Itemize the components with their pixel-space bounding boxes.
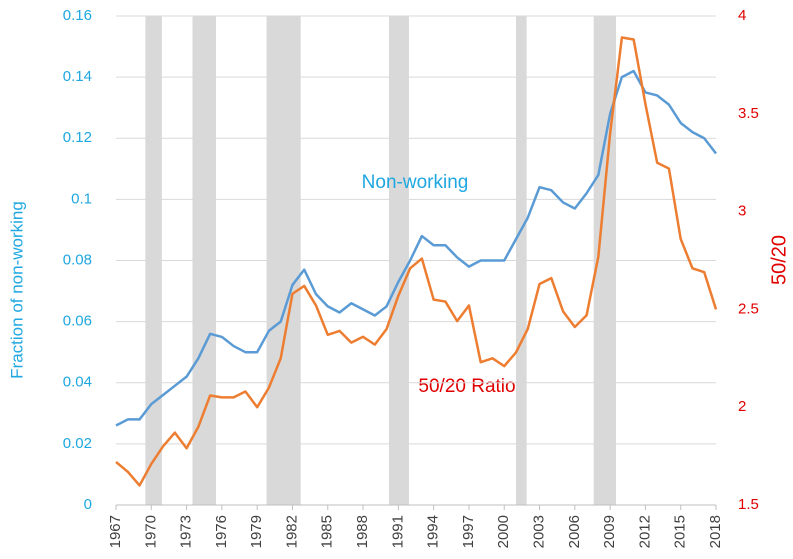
x-tick-label: 1982	[283, 515, 300, 548]
y-tick-label: 0.12	[63, 129, 92, 146]
x-tick-label: 2009	[601, 515, 618, 548]
y-tick-label: 0.1	[71, 190, 92, 207]
x-tick-label: 1997	[460, 515, 477, 548]
y2-tick-label: 3	[738, 203, 746, 220]
x-tick-label: 1976	[213, 515, 230, 548]
x-tick-label: 1994	[425, 515, 442, 548]
y-tick-label: 0.14	[63, 68, 92, 85]
y2-tick-label: 3.5	[738, 105, 759, 122]
x-tick-label: 2006	[566, 515, 583, 548]
y2-axis-label: 50/20	[768, 235, 790, 285]
x-tick-label: 1979	[248, 515, 265, 548]
x-tick-label: 1991	[389, 515, 406, 548]
y2-tick-label: 4	[738, 7, 746, 24]
y-tick-label: 0.04	[63, 374, 92, 391]
x-tick-label: 2003	[530, 515, 547, 548]
y-tick-label: 0	[84, 496, 92, 513]
y2-tick-label: 2.5	[738, 300, 759, 317]
y2-tick-label: 1.5	[738, 496, 759, 513]
x-tick-label: 2000	[495, 515, 512, 548]
x-tick-label: 1970	[142, 515, 159, 548]
series-annotation: Non-working	[362, 172, 469, 193]
y2-tick-label: 2	[738, 398, 746, 415]
series-line	[115, 36, 718, 487]
x-tick-label: 1967	[107, 515, 124, 548]
x-tick-label: 1973	[178, 515, 195, 548]
x-tick-label: 1988	[354, 515, 371, 548]
y-axis-label: Fraction of non-working	[7, 201, 26, 379]
y-tick-label: 0.02	[63, 435, 92, 452]
y-tick-label: 0.06	[63, 313, 92, 330]
series-annotation: 50/20 Ratio	[418, 376, 515, 397]
y-tick-label: 0.16	[63, 7, 92, 24]
x-tick-label: 2015	[672, 515, 689, 548]
x-tick-label: 1985	[319, 515, 336, 548]
y-tick-label: 0.08	[63, 251, 92, 268]
x-tick-label: 2018	[707, 515, 724, 548]
x-tick-label: 2012	[636, 515, 653, 548]
